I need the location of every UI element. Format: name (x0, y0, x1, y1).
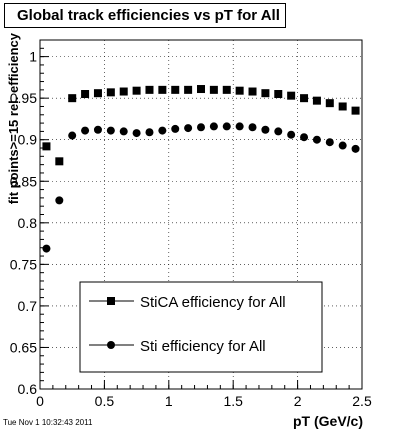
data-point-circle (325, 138, 334, 147)
legend: StiCA efficiency for All Sti efficiency f… (79, 281, 323, 373)
data-point-square (274, 90, 283, 99)
data-point-square (325, 99, 334, 108)
series-square (42, 85, 360, 166)
y-tick-label: 0.8 (18, 215, 38, 231)
series-circle (42, 122, 360, 253)
data-point-square (287, 91, 296, 100)
data-point-square (81, 90, 90, 99)
y-axis-label: fit points>=15 rel. efficiency (6, 32, 21, 204)
legend-box (79, 281, 323, 373)
data-point-circle (312, 135, 321, 144)
data-point-circle (55, 196, 64, 205)
data-point-circle (274, 127, 283, 136)
data-point-circle (81, 126, 90, 135)
y-tick-label: 0.75 (10, 256, 37, 272)
data-point-circle (197, 123, 205, 132)
data-point-square (312, 96, 321, 105)
data-point-square (235, 86, 244, 95)
data-point-circle (261, 125, 270, 134)
y-tick-label: 0.7 (18, 298, 38, 314)
data-point-square (158, 85, 167, 94)
data-point-square (42, 142, 51, 151)
data-point-circle (145, 128, 154, 137)
x-tick-label: 1.5 (223, 393, 243, 409)
data-point-square (222, 85, 231, 94)
data-point-circle (287, 130, 296, 139)
data-point-circle (209, 122, 218, 131)
data-point-circle (300, 133, 309, 142)
data-point-square (184, 85, 193, 94)
data-point-square (93, 89, 102, 98)
data-point-circle (351, 144, 360, 153)
data-point-square (55, 157, 64, 166)
data-point-circle (184, 124, 193, 133)
data-point-circle (222, 122, 231, 131)
data-point-circle (93, 125, 102, 134)
x-tick-label: 2 (294, 393, 302, 409)
x-tick-label: 0.5 (95, 393, 115, 409)
data-point-square (68, 94, 77, 103)
y-tick-label: 0.65 (10, 339, 37, 355)
legend-label: Sti efficiency for All (140, 338, 266, 355)
data-point-square (106, 88, 115, 97)
x-axis-label: pT (GeV/c) (293, 413, 363, 429)
legend-marker-circle (107, 341, 115, 349)
y-tick-label: 0.95 (10, 90, 37, 106)
data-marks (42, 85, 360, 253)
x-axis: 0 0.5 1 1.5 2 2.5 (36, 380, 372, 409)
data-point-circle (171, 124, 180, 133)
data-point-square (338, 102, 347, 111)
x-tick-label: 1 (165, 393, 173, 409)
data-point-square (209, 85, 218, 94)
data-point-circle (42, 244, 51, 253)
data-point-circle (338, 141, 347, 150)
y-axis: 0.6 0.65 0.7 0.75 0.8 0.85 0.9 0.95 1 (10, 39, 49, 397)
timestamp: Tue Nov 1 10:32:43 2011 (3, 418, 93, 427)
data-point-square (261, 89, 270, 98)
data-point-square (145, 85, 154, 94)
data-point-square (132, 86, 141, 95)
data-point-circle (132, 129, 141, 138)
data-point-circle (68, 131, 77, 140)
data-point-square (119, 87, 128, 96)
data-point-circle (158, 126, 167, 135)
chart-title: Global track efficiencies vs pT for All (4, 3, 286, 28)
data-point-circle (248, 123, 257, 132)
data-point-circle (235, 122, 244, 131)
legend-label: StiCA efficiency for All (140, 294, 286, 311)
data-point-circle (106, 126, 115, 135)
x-tick-label: 2.5 (352, 393, 372, 409)
data-point-square (197, 85, 205, 94)
y-tick-label: 1 (29, 49, 37, 65)
data-point-circle (119, 127, 128, 136)
y-tick-label: 0.6 (18, 381, 38, 397)
data-point-square (248, 87, 257, 96)
y-tick-label: 0.85 (10, 173, 37, 189)
data-point-square (351, 106, 360, 115)
x-tick-label: 0 (36, 393, 44, 409)
legend-marker-square (107, 297, 115, 305)
data-point-square (171, 85, 180, 94)
y-tick-label: 0.9 (18, 132, 38, 148)
data-point-square (300, 94, 309, 103)
